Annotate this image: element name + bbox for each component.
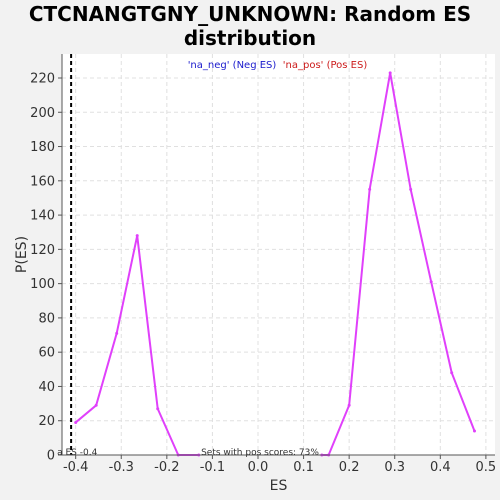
y-axis-ticks: 0 20 40 60 80 100 120 140 160 180 200 220 — [30, 71, 62, 463]
data-point — [348, 404, 351, 407]
x-tick-label: 0.4 — [430, 460, 451, 475]
data-point — [115, 332, 118, 335]
x-tick-label: 0.0 — [248, 460, 269, 475]
data-point — [156, 407, 159, 410]
x-tick-label: -0.3 — [109, 460, 134, 475]
y-tick-label: 0 — [47, 449, 55, 464]
x-tick-label: -0.2 — [154, 460, 179, 475]
legend-item-neg: 'na_neg' (Neg ES) — [188, 60, 277, 71]
x-axis-label: ES — [270, 478, 288, 494]
y-tick-label: 80 — [38, 311, 55, 326]
y-tick-label: 180 — [30, 140, 55, 155]
y-tick-label: 20 — [38, 414, 55, 429]
x-axis-ticks: -0.4 -0.3 -0.2 -0.1 0.0 0.1 0.2 0.3 0.4 0.5 — [63, 455, 496, 475]
x-tick-label: 0.5 — [476, 460, 497, 475]
data-point — [74, 421, 77, 424]
y-axis-label: P(ES) — [14, 236, 30, 273]
x-tick-label: -0.1 — [200, 460, 225, 475]
data-point — [95, 404, 98, 407]
x-tick-label: 0.1 — [293, 460, 314, 475]
data-point — [450, 371, 453, 374]
y-tick-label: 100 — [30, 277, 55, 292]
plot-area — [62, 54, 495, 455]
y-tick-label: 120 — [30, 243, 55, 258]
observed-es-label: a ES -0.4 — [57, 448, 97, 458]
y-tick-label: 140 — [30, 209, 55, 224]
x-tick-label: 0.3 — [384, 460, 405, 475]
data-point — [136, 234, 139, 237]
data-point — [368, 188, 371, 191]
x-tick-label: -0.4 — [63, 460, 88, 475]
x-tick-label: 0.2 — [339, 460, 360, 475]
data-point — [473, 430, 476, 433]
legend-item-pos: 'na_pos' (Pos ES) — [283, 60, 368, 71]
data-point — [409, 188, 412, 191]
pos-scores-annotation: Sets with pos scores: 73% — [201, 448, 319, 458]
y-tick-label: 160 — [30, 174, 55, 189]
data-point — [389, 71, 392, 74]
y-tick-label: 60 — [38, 346, 55, 361]
y-tick-label: 200 — [30, 106, 55, 121]
y-tick-label: 220 — [30, 71, 55, 86]
y-tick-label: 40 — [38, 380, 55, 395]
data-point — [430, 280, 433, 283]
